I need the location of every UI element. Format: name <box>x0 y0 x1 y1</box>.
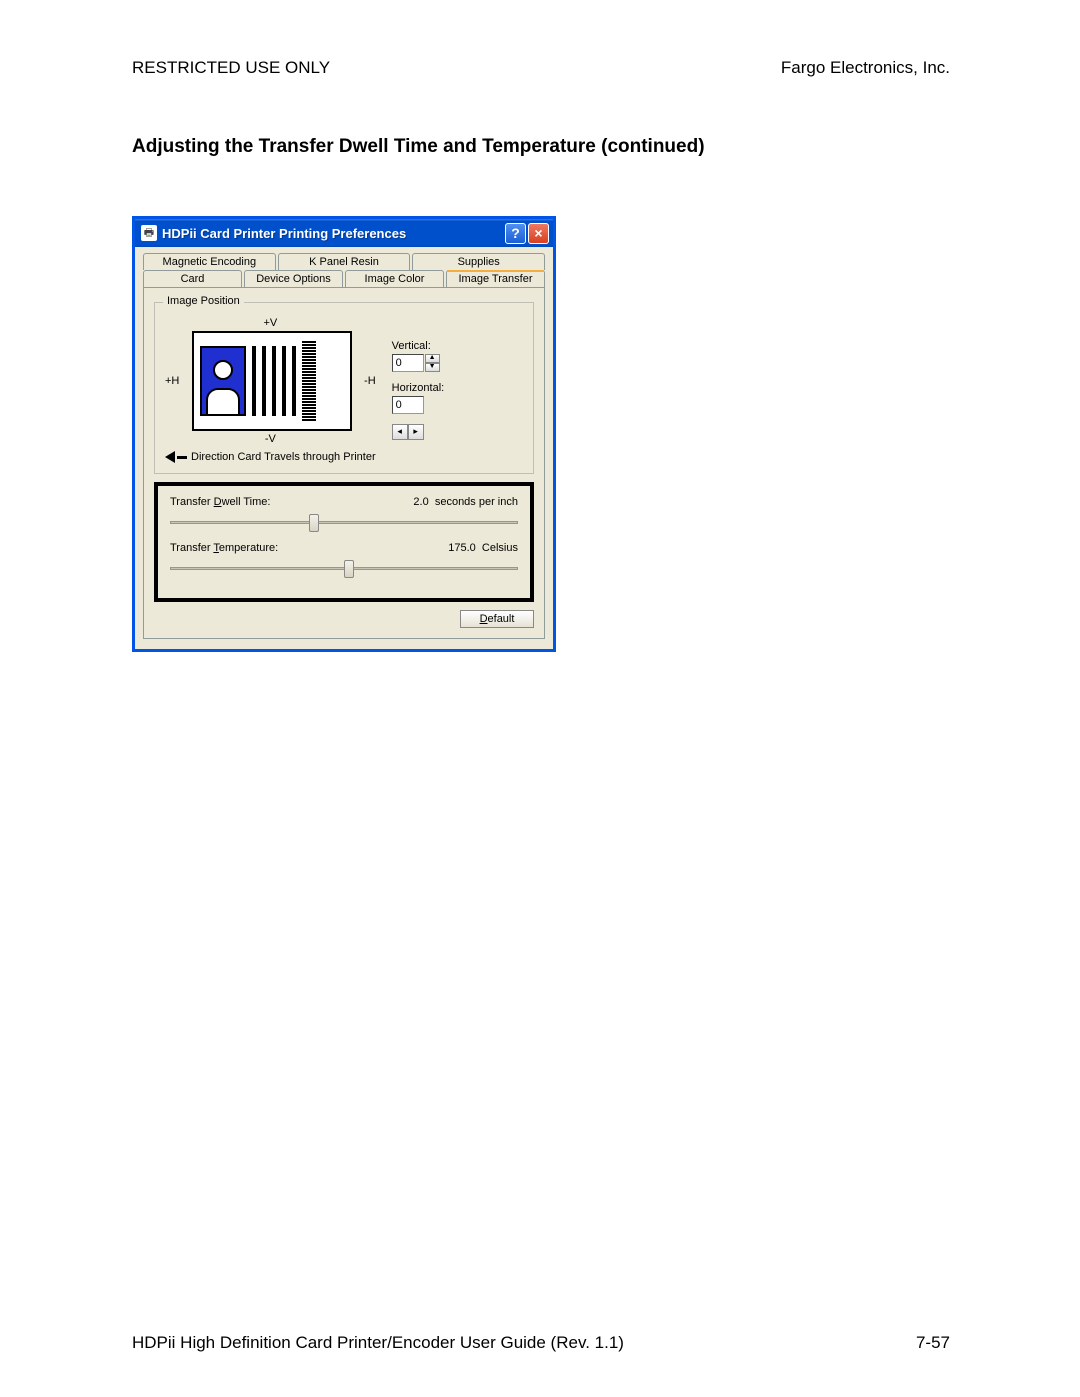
document-header: RESTRICTED USE ONLY Fargo Electronics, I… <box>132 58 950 78</box>
dwell-time-label: Transfer Dwell Time: <box>170 496 270 508</box>
document-footer: HDPii High Definition Card Printer/Encod… <box>132 1333 950 1353</box>
horizontal-input[interactable] <box>392 396 424 414</box>
dwell-time-value: 2.0 seconds per inch <box>413 496 518 508</box>
close-button[interactable]: × <box>528 223 549 244</box>
vertical-spin-up[interactable]: ▲ <box>425 354 440 363</box>
temperature-value: 175.0 Celsius <box>448 542 518 554</box>
card-preview <box>192 331 352 431</box>
temperature-slider[interactable] <box>170 558 518 580</box>
card-stripes <box>252 346 296 416</box>
axis-plus-h: +H <box>165 375 179 387</box>
header-left: RESTRICTED USE ONLY <box>132 58 330 78</box>
horizontal-scroll-left[interactable]: ◂ <box>392 424 408 440</box>
vertical-input[interactable] <box>392 354 424 372</box>
axis-plus-v: +V <box>165 317 376 329</box>
printer-icon: 🖶 <box>141 225 157 241</box>
horizontal-scroll-right[interactable]: ▸ <box>408 424 424 440</box>
direction-label: Direction Card Travels through Printer <box>191 451 376 463</box>
tab-card[interactable]: Card <box>143 270 242 287</box>
preferences-dialog: 🖶 HDPii Card Printer Printing Preference… <box>132 216 556 652</box>
tabs-row-back: Magnetic Encoding K Panel Resin Supplies <box>143 253 545 270</box>
tab-supplies[interactable]: Supplies <box>412 253 545 270</box>
tab-image-color[interactable]: Image Color <box>345 270 444 287</box>
transfer-settings-highlight: Transfer Dwell Time: 2.0 seconds per inc… <box>154 482 534 602</box>
axis-minus-v: -V <box>165 433 376 445</box>
titlebar: 🖶 HDPii Card Printer Printing Preference… <box>135 219 553 247</box>
card-barcode <box>302 341 316 421</box>
card-photo <box>200 346 246 416</box>
vertical-spin-down[interactable]: ▼ <box>425 363 440 372</box>
footer-left: HDPii High Definition Card Printer/Encod… <box>132 1333 624 1353</box>
tab-magnetic-encoding[interactable]: Magnetic Encoding <box>143 253 276 270</box>
help-button[interactable]: ? <box>505 223 526 244</box>
dwell-time-slider[interactable] <box>170 512 518 534</box>
tabs-row-front: Card Device Options Image Color Image Tr… <box>143 270 545 287</box>
arrow-left-icon <box>165 451 175 463</box>
arrow-tail <box>177 456 187 459</box>
footer-right: 7-57 <box>916 1333 950 1353</box>
tab-panel-image-transfer: Image Position +V +H <box>143 287 545 639</box>
tab-k-panel-resin[interactable]: K Panel Resin <box>278 253 411 270</box>
dwell-slider-thumb[interactable] <box>309 514 319 532</box>
direction-row: Direction Card Travels through Printer <box>165 451 376 463</box>
axis-minus-h: -H <box>364 375 376 387</box>
horizontal-label: Horizontal: <box>392 382 445 394</box>
tab-device-options[interactable]: Device Options <box>244 270 343 287</box>
dialog-title: HDPii Card Printer Printing Preferences <box>162 226 505 241</box>
vertical-label: Vertical: <box>392 340 445 352</box>
section-title: Adjusting the Transfer Dwell Time and Te… <box>132 136 950 158</box>
header-right: Fargo Electronics, Inc. <box>781 58 950 78</box>
image-position-group: Image Position +V +H <box>154 302 534 474</box>
group-legend: Image Position <box>163 295 244 307</box>
tab-image-transfer[interactable]: Image Transfer <box>446 270 545 287</box>
default-button[interactable]: Default <box>460 610 534 628</box>
temperature-label: Transfer Temperature: <box>170 542 278 554</box>
temperature-slider-thumb[interactable] <box>344 560 354 578</box>
